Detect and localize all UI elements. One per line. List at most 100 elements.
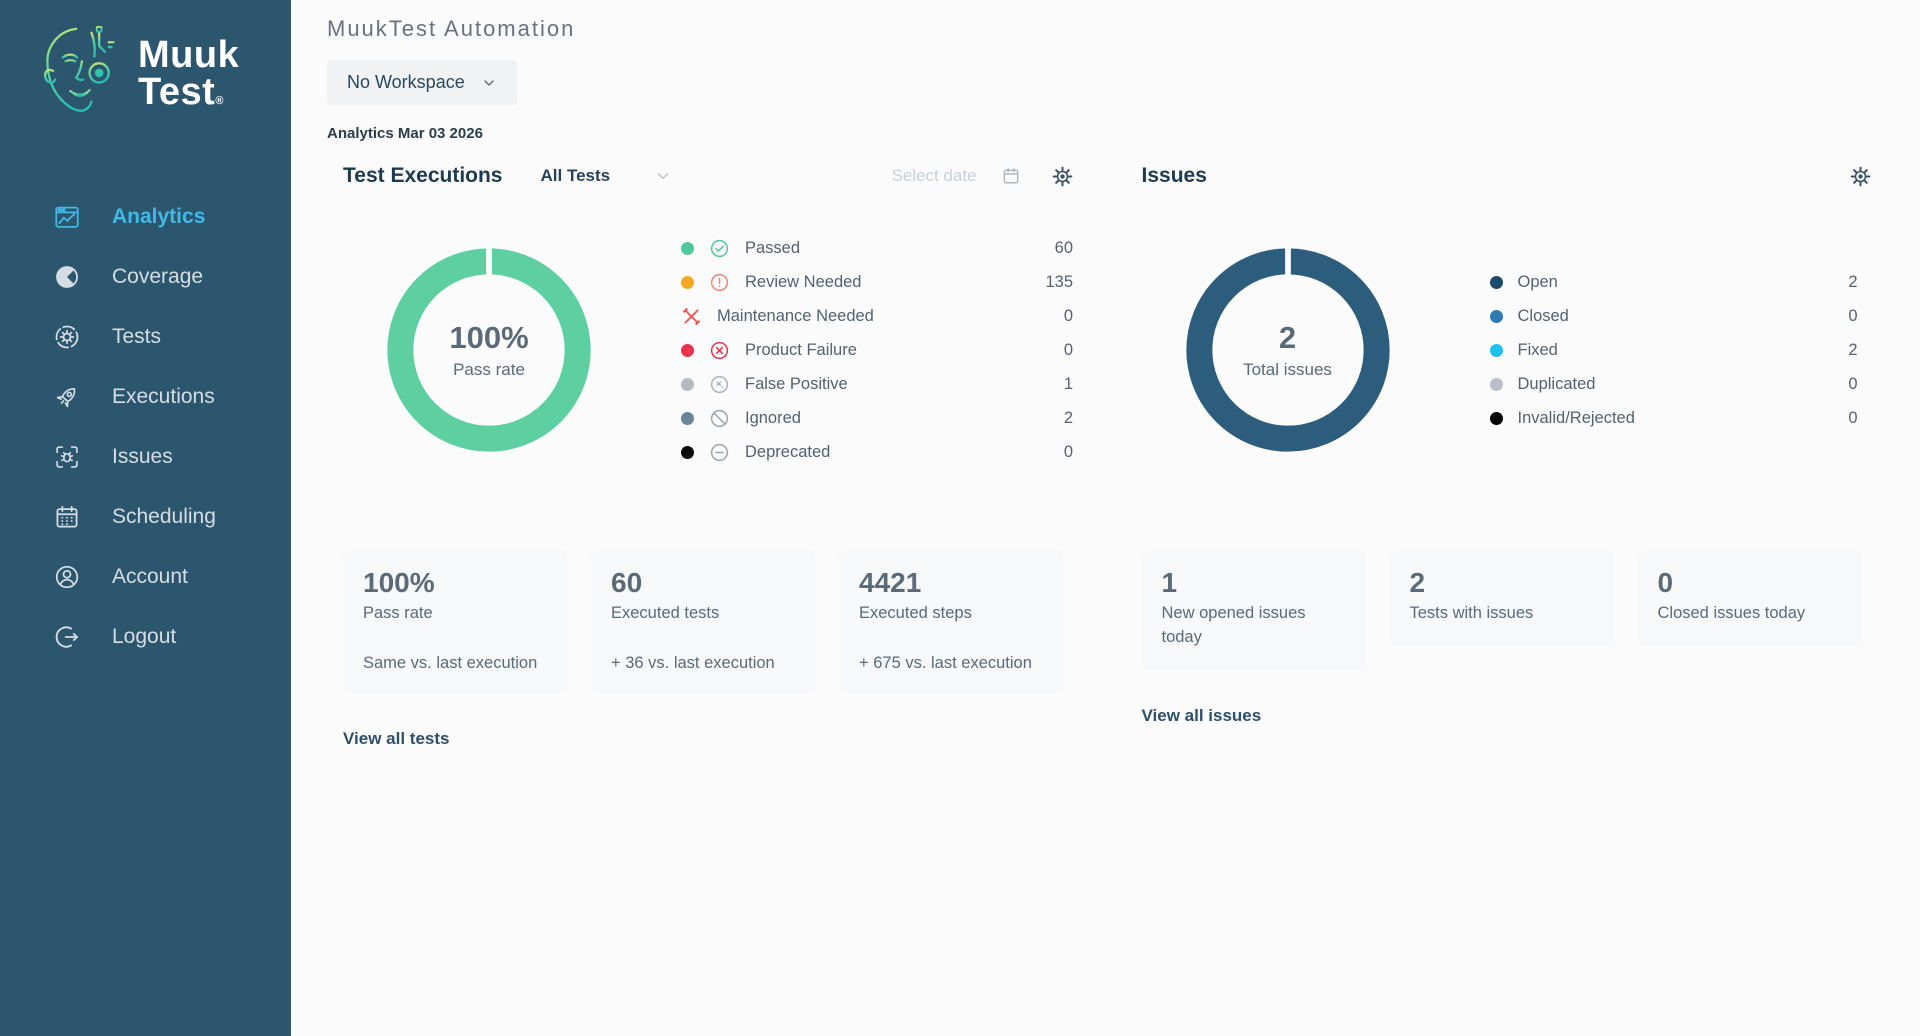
stat-label: Pass rate: [363, 604, 433, 622]
sidebar-item-label: Account: [112, 565, 188, 588]
legend-label: Closed: [1517, 306, 1569, 325]
calendar-icon: [52, 502, 82, 532]
tests-filter-dropdown[interactable]: All Tests: [541, 166, 673, 186]
legend-item-fixed: Fixed 2: [1489, 333, 1858, 367]
dashboard-sections: Test Executions All Tests Select date: [327, 156, 1876, 749]
sidebar-item-logout[interactable]: Logout: [0, 607, 291, 667]
workspace-label: No Workspace: [347, 72, 465, 92]
sidebar-item-executions[interactable]: Executions: [0, 367, 291, 427]
sidebar-item-label: Issues: [112, 445, 173, 468]
stat-label: Executed tests: [611, 604, 720, 622]
issues-settings-button[interactable]: [1845, 161, 1876, 192]
stat-label: New opened issues today: [1161, 604, 1306, 646]
rocket-icon: [52, 382, 82, 412]
stat-delta: Same vs. last execution: [363, 653, 538, 672]
legend-dot: [681, 275, 694, 289]
legend-label: Maintenance Needed: [717, 306, 874, 325]
legend-dot: [1489, 309, 1503, 323]
test-executions-settings-button[interactable]: [1047, 161, 1078, 192]
pass-rate-value: 100%: [449, 320, 529, 355]
legend-value: 2: [1063, 408, 1073, 427]
legend-value: 0: [1063, 306, 1073, 325]
calendar-icon: [1003, 168, 1018, 184]
chevron-down-icon: [484, 79, 494, 86]
legend-label: Passed: [745, 238, 801, 257]
test-executions-legend: Passed 60 Review Needed 135: [681, 231, 1073, 469]
legend-item-invalid-rejected: Invalid/Rejected 0: [1489, 401, 1858, 435]
legend-item-deprecated: Deprecated 0: [681, 435, 1073, 469]
legend-value: 2: [1848, 340, 1858, 359]
stat-card-tests-with-issues: 2 Tests with issues: [1389, 550, 1614, 646]
check-circle-icon: [709, 238, 730, 259]
legend-value: 0: [1063, 442, 1073, 461]
legend-item-ignored: Ignored 2: [681, 401, 1073, 435]
view-all-issues-link[interactable]: View all issues: [1141, 705, 1262, 725]
page-title: MuukTest Automation: [327, 16, 576, 41]
issues-cards: 1 New opened issues today 2 Tests with i…: [1141, 550, 1877, 670]
legend-dot: [681, 241, 694, 255]
slash-circle-icon: [709, 408, 730, 429]
legend-item-false-positive: False Positive 1: [681, 367, 1073, 401]
brand-line1: Muuk: [138, 34, 240, 77]
stat-label: Executed steps: [859, 604, 972, 622]
face-logo-icon: [34, 20, 126, 127]
legend-dot: [681, 343, 694, 357]
legend-label: Fixed: [1517, 340, 1558, 359]
stat-value: 1: [1161, 567, 1178, 598]
issues-header: Issues: [1142, 156, 1877, 196]
legend-label: Ignored: [745, 408, 801, 427]
stat-delta: + 675 vs. last execution: [859, 653, 1032, 672]
test-executions-header: Test Executions All Tests Select date: [343, 156, 1078, 196]
brand-wordmark: Muuk Test®: [138, 34, 240, 110]
total-issues-value: 2: [1278, 320, 1297, 355]
legend-value: 60: [1054, 238, 1073, 257]
view-all-tests-link[interactable]: View all tests: [343, 728, 450, 748]
sidebar-item-label: Tests: [112, 325, 162, 348]
stat-label: Tests with issues: [1409, 604, 1534, 622]
gear-icon: [1052, 166, 1072, 186]
sidebar-item-tests[interactable]: Tests: [0, 307, 291, 367]
issues-chart-row: 2 Total issues Open 2 Closed: [1142, 200, 1877, 500]
sidebar-item-coverage[interactable]: Coverage: [0, 247, 291, 307]
sidebar: Muuk Test® Anal: [0, 0, 291, 1036]
sidebar-item-account[interactable]: Account: [0, 547, 291, 607]
date-picker[interactable]: Select date: [891, 166, 1020, 186]
legend-dot: [681, 377, 694, 391]
sidebar-item-issues[interactable]: Issues: [0, 427, 291, 487]
test-executions-cards: 100% Pass rate Same vs. last execution 6…: [343, 550, 1078, 693]
stat-card-pass-rate: 100% Pass rate Same vs. last execution: [343, 550, 567, 693]
pie-chart-icon: [52, 262, 82, 292]
legend-item-open: Open 2: [1489, 265, 1858, 299]
issues-title: Issues: [1141, 164, 1207, 187]
pass-rate-label: Pass rate: [453, 360, 525, 379]
stat-label: Closed issues today: [1657, 604, 1806, 622]
registered-mark: ®: [215, 94, 224, 107]
legend-item-passed: Passed 60: [681, 231, 1073, 265]
legend-value: 0: [1063, 340, 1073, 359]
tests-filter-value: All Tests: [540, 166, 611, 185]
workspace-dropdown[interactable]: No Workspace: [327, 60, 517, 105]
legend-value: 0: [1848, 408, 1858, 427]
x-circle-icon: [709, 340, 730, 361]
stat-card-executed-tests: 60 Executed tests + 36 vs. last executio…: [591, 550, 815, 693]
stat-value: 2: [1409, 567, 1426, 598]
sidebar-item-analytics[interactable]: Analytics: [0, 187, 291, 247]
sidebar-item-scheduling[interactable]: Scheduling: [0, 487, 291, 547]
total-issues-donut: 2 Total issues: [1182, 244, 1394, 456]
stat-card-new-opened-issues: 1 New opened issues today: [1141, 550, 1366, 670]
sidebar-item-label: Analytics: [112, 205, 206, 228]
legend-dot: [1489, 411, 1503, 425]
breadcrumb: Analytics Mar 03 2026: [327, 125, 483, 142]
legend-dot: [681, 411, 694, 425]
brand-line2: Test: [138, 70, 216, 113]
legend-dot: [1489, 343, 1503, 357]
stat-card-closed-issues-today: 0 Closed issues today: [1637, 550, 1862, 646]
issues-panel: Issues: [1126, 156, 1877, 749]
stat-value: 60: [611, 567, 643, 598]
sidebar-nav: Analytics Coverage: [0, 187, 291, 667]
legend-value: 0: [1848, 374, 1858, 393]
legend-value: 135: [1045, 272, 1073, 291]
issues-legend: Open 2 Closed 0 Fixed 2: [1489, 265, 1858, 435]
legend-label: Duplicated: [1517, 374, 1596, 393]
